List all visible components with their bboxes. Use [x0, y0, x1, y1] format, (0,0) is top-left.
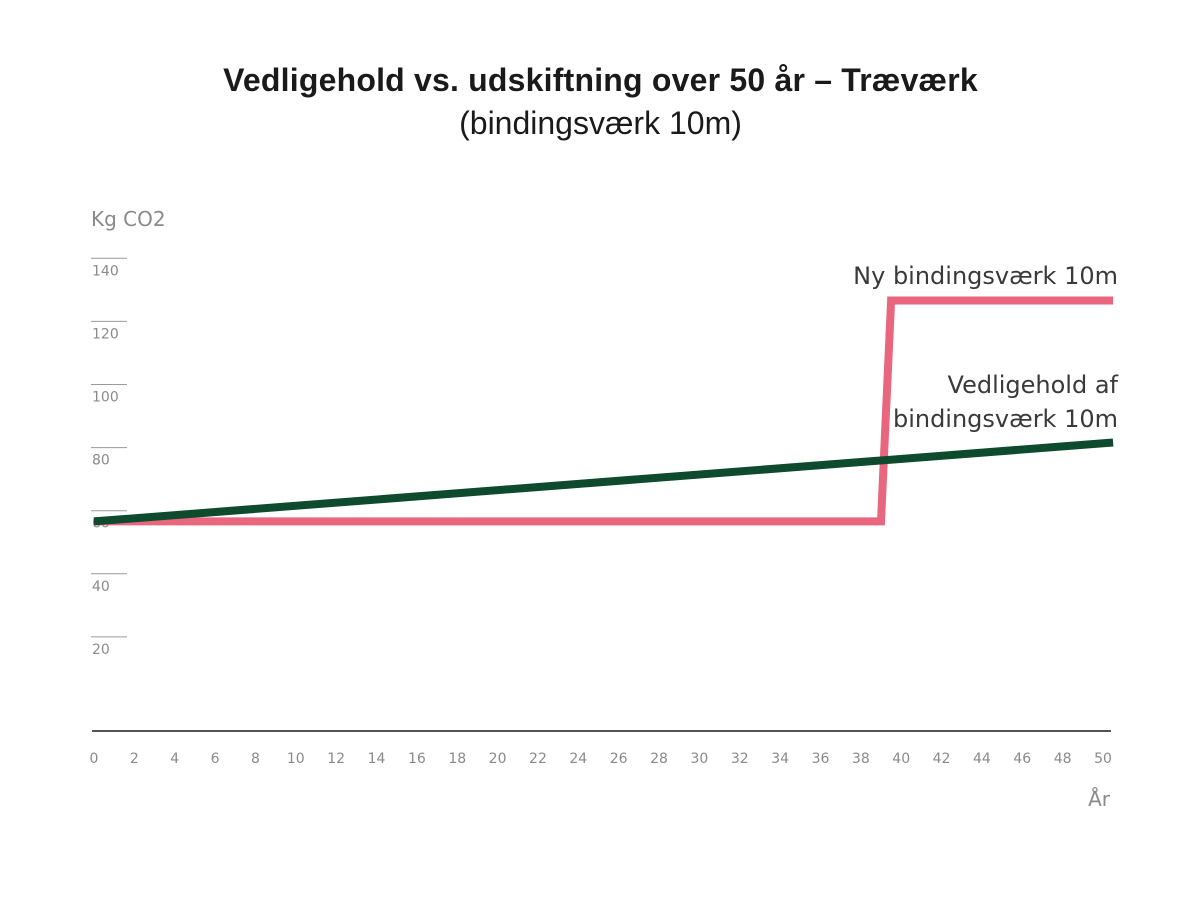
x-tick-label: 20 — [489, 751, 507, 767]
series-labels: Ny bindingsværk 10m Vedligehold af binding… — [853, 262, 1118, 433]
y-tick-label: 140 — [92, 263, 119, 279]
x-tick-label: 28 — [650, 751, 668, 767]
x-tick-label: 34 — [771, 751, 789, 767]
x-tick-label: 24 — [569, 751, 587, 767]
x-tick-label: 50 — [1094, 751, 1112, 767]
series-label: Ny bindingsværk 10m — [853, 262, 1118, 290]
x-tick-label: 10 — [287, 751, 305, 767]
x-tick-label: 0 — [90, 751, 99, 767]
y-tick-label: 100 — [92, 390, 119, 406]
x-tick-label: 16 — [408, 751, 426, 767]
x-tick-label: 8 — [251, 751, 260, 767]
x-tick-label: 26 — [610, 751, 628, 767]
x-tick-label: 14 — [368, 751, 386, 767]
y-tick-label: 80 — [92, 453, 110, 469]
x-tick-label: 32 — [731, 751, 749, 767]
series-label: Vedligehold af — [948, 371, 1119, 399]
y-tick-label: 40 — [92, 579, 110, 595]
x-axis-label: År — [1088, 787, 1111, 811]
y-tick-label: 20 — [92, 642, 110, 658]
x-tick-label: 38 — [852, 751, 870, 767]
x-tick-label: 40 — [892, 751, 910, 767]
x-tick-label: 12 — [327, 751, 345, 767]
title-block: Vedligehold vs. udskiftning over 50 år –… — [0, 62, 1201, 142]
x-tick-label: 2 — [130, 751, 139, 767]
series-label: bindingsværk 10m — [893, 405, 1118, 433]
x-tick-label: 44 — [973, 751, 991, 767]
x-axis: 0 2 4 6 8 10 12 14 16 18 20 22 24 26 28 30 32 34 36 38 40 42 4… — [90, 751, 1112, 767]
x-tick-label: 42 — [933, 751, 951, 767]
x-tick-label: 6 — [211, 751, 220, 767]
x-tick-label: 30 — [690, 751, 708, 767]
x-tick-label: 22 — [529, 751, 547, 767]
series-line-ny-bindingsvaerk — [94, 296, 1114, 526]
x-tick-label: 4 — [170, 751, 179, 767]
chart-subtitle: (bindingsværk 10m) — [459, 105, 742, 141]
y-axis-label: Kg CO2 — [91, 207, 166, 231]
y-tick-label: 120 — [92, 326, 119, 342]
x-tick-label: 36 — [812, 751, 830, 767]
series-line-vedligehold — [93, 438, 1114, 526]
x-tick-label: 46 — [1013, 751, 1031, 767]
series-group — [93, 296, 1114, 526]
x-tick-label: 48 — [1054, 751, 1072, 767]
x-tick-label: 18 — [448, 751, 466, 767]
chart-title: Vedligehold vs. udskiftning over 50 år –… — [223, 62, 978, 98]
